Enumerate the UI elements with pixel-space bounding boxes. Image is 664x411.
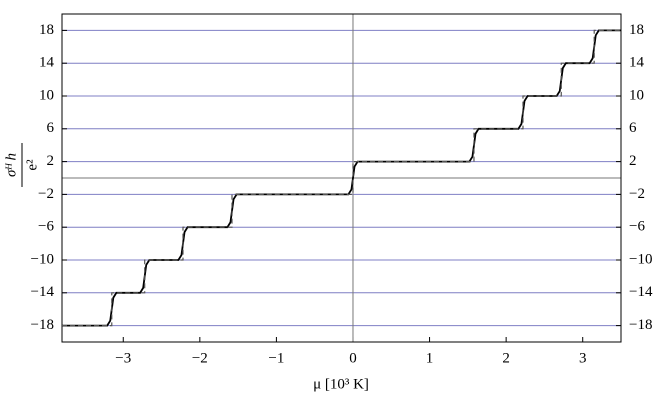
x-tick-label: 1 [426, 350, 434, 366]
y-tick-label: −14 [31, 284, 55, 300]
x-tick-label: −1 [268, 350, 284, 366]
x-tick-label: −2 [192, 350, 208, 366]
x-tick-label: 0 [349, 350, 357, 366]
y-label: σᴴ h e² [3, 143, 40, 187]
y2-tick-label: −2 [629, 186, 645, 202]
y2-tick-label: −10 [629, 251, 652, 267]
y2-tick-label: 18 [629, 22, 644, 38]
y2-tick-label: 6 [629, 120, 637, 136]
x-label: μ [10³ K] [313, 376, 369, 392]
y-tick-label: 18 [39, 22, 54, 38]
y-tick-label: 10 [39, 87, 54, 103]
y2-tick-label: 2 [629, 153, 637, 169]
y-tick-label: 6 [47, 120, 55, 136]
y-label-denominator: e² [24, 159, 40, 171]
y2-tick-label: −6 [629, 219, 645, 235]
x-tick-label: 2 [502, 350, 510, 366]
y2-tick-label: 10 [629, 87, 644, 103]
x-tick-label: −3 [115, 350, 131, 366]
series-line [62, 29, 621, 327]
y-tick-label: −2 [38, 186, 54, 202]
y-label-numerator: σᴴ h [3, 153, 19, 177]
y-tick-label: −6 [38, 219, 54, 235]
plot-frame [61, 13, 622, 343]
x-tick-label: 3 [579, 350, 587, 366]
y-tick-label: −10 [31, 251, 54, 267]
y-tick-label: 14 [39, 55, 55, 71]
y2-tick-label: −18 [629, 317, 652, 333]
y2-tick-label: 14 [629, 55, 645, 71]
y-tick-label: −18 [31, 317, 54, 333]
y-tick-label: 2 [47, 153, 55, 169]
y2-tick-label: −14 [629, 284, 653, 300]
